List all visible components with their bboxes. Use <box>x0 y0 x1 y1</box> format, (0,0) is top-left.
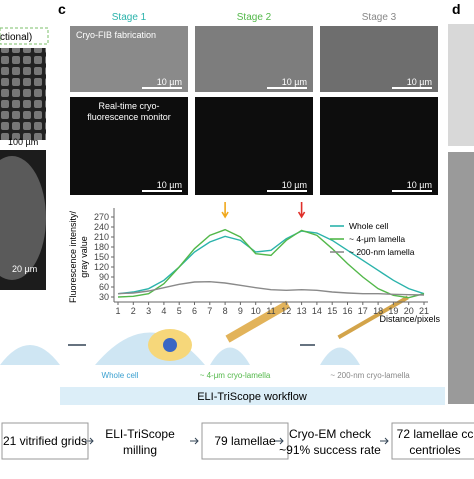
workflow-label: ~ 4-μm cryo-lamella <box>200 371 271 380</box>
pipeline-step: 21 vitrified grids <box>3 434 87 448</box>
x-tick-label: 18 <box>373 306 383 316</box>
x-tick-label: 9 <box>238 306 243 316</box>
panel-label: d <box>452 1 461 17</box>
sem-image <box>70 26 188 92</box>
pipeline-box <box>1 422 89 460</box>
series-line <box>117 230 425 295</box>
y-axis-label: Fluorescence intensity/ <box>68 210 78 303</box>
fluorescence-image <box>320 97 438 195</box>
fib-caption: Cryo-FIB fabrication <box>76 30 156 40</box>
scale-label: 10 µm <box>407 180 432 190</box>
pipeline-step: centrioles <box>409 443 460 457</box>
stage-title: Stage 1 <box>112 12 147 23</box>
arrow-marker <box>221 202 229 219</box>
em-image <box>448 24 474 146</box>
x-tick-label: 4 <box>161 306 166 316</box>
pipeline-step: 79 lamellae <box>214 434 276 448</box>
y-tick-label: 30 <box>99 292 109 302</box>
series-line <box>117 228 425 299</box>
pipeline-step: 72 lamellae cc <box>397 427 474 441</box>
scale-label: 10 µm <box>282 180 307 190</box>
y-tick-label: 240 <box>94 222 109 232</box>
pipeline-arrow <box>275 437 284 445</box>
pipeline-step: ELI-TriScope <box>105 427 175 441</box>
x-tick-label: 12 <box>281 306 291 316</box>
x-tick-label: 1 <box>115 306 120 316</box>
pipeline-arrow <box>85 437 94 445</box>
monitor-caption: Real-time cryo- <box>98 101 159 111</box>
workflow-banner <box>60 387 445 405</box>
legend-label: ~ 4-μm lamella <box>349 234 405 244</box>
left-header-box <box>0 27 49 45</box>
fluorescence-image <box>195 97 313 195</box>
y-tick-label: 270 <box>94 212 109 222</box>
pipeline-step: Cryo-EM check <box>289 427 372 441</box>
x-tick-label: 7 <box>207 306 212 316</box>
em-image <box>448 152 474 404</box>
legend-label: Whole cell <box>349 221 388 231</box>
grid-image <box>0 48 46 140</box>
left-header: ctional) <box>0 32 32 43</box>
y-tick-label: 60 <box>99 282 109 292</box>
arrow-marker <box>297 202 306 219</box>
workflow-banner-text: ELI-TriScope workflow <box>197 391 307 403</box>
cell-shape <box>0 156 46 280</box>
workflow-illustration <box>0 295 409 365</box>
y-axis-label: gray value <box>79 236 89 278</box>
sem-image <box>195 26 313 92</box>
pipeline-step: ~91% success rate <box>279 443 381 457</box>
x-tick-label: 5 <box>177 306 182 316</box>
pipeline-arrow <box>190 437 199 445</box>
workflow-label: ~ 200-nm cryo-lamella <box>330 371 410 380</box>
x-tick-label: 15 <box>327 306 337 316</box>
scale-label: 20 µm <box>12 264 37 274</box>
y-tick-label: 150 <box>94 252 109 262</box>
scale-label: 10 µm <box>157 180 182 190</box>
monitor-caption: fluorescence monitor <box>87 112 171 122</box>
fluorescence-image <box>70 97 188 195</box>
x-tick-label: 19 <box>388 306 398 316</box>
panel-label: c <box>58 1 66 17</box>
x-tick-label: 6 <box>192 306 197 316</box>
series-line <box>117 280 425 296</box>
x-tick-label: 17 <box>358 306 368 316</box>
scale-label: 10 µm <box>282 77 307 87</box>
stage-title: Stage 2 <box>237 12 272 23</box>
x-tick-label: 10 <box>251 306 261 316</box>
y-tick-label: 90 <box>99 272 109 282</box>
x-tick-label: 14 <box>312 306 322 316</box>
y-tick-label: 180 <box>94 242 109 252</box>
legend-label: ~ 200-nm lamella <box>349 247 415 257</box>
pipeline-box <box>391 422 474 460</box>
x-axis-label: Distance/pixels <box>379 314 440 324</box>
x-tick-label: 8 <box>223 306 228 316</box>
pipeline-arrow <box>380 437 389 445</box>
stage-title: Stage 3 <box>362 12 397 23</box>
pipeline-box <box>201 422 289 460</box>
scale-label: 10 µm <box>157 77 182 87</box>
x-tick-label: 13 <box>297 306 307 316</box>
x-tick-label: 2 <box>131 306 136 316</box>
x-tick-label: 11 <box>266 306 275 316</box>
scale-label: 100 µm <box>8 137 38 147</box>
workflow-label: Whole cell <box>102 371 139 380</box>
sem-image <box>320 26 438 92</box>
x-tick-label: 21 <box>419 306 429 316</box>
scale-label: 10 µm <box>407 77 432 87</box>
y-tick-label: 120 <box>94 262 109 272</box>
y-tick-label: 210 <box>94 232 109 242</box>
x-tick-label: 20 <box>404 306 414 316</box>
pipeline-step: milling <box>123 443 157 457</box>
x-tick-label: 3 <box>146 306 151 316</box>
x-tick-label: 16 <box>342 306 352 316</box>
